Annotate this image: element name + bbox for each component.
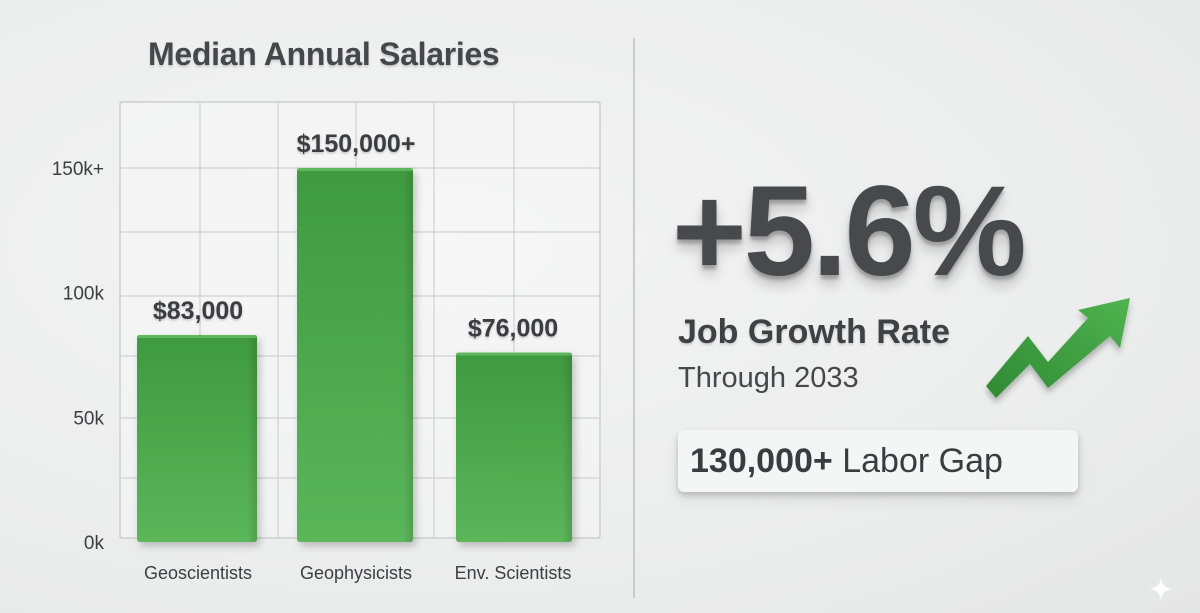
x-category-label: Geoscientists (144, 563, 252, 583)
bar-data-label: $76,000 (468, 315, 558, 343)
section-divider (633, 38, 635, 598)
labor-gap-badge: 130,000+ Labor Gap (678, 430, 1078, 492)
sparkle-icon (1149, 577, 1173, 601)
growth-rate-value: +5.6% (672, 160, 1027, 303)
labor-gap-text: Labor Gap (842, 441, 1003, 480)
growth-rate-period: Through 2033 (678, 362, 859, 394)
y-tick-label: 0k (84, 533, 105, 554)
x-category-label: Geophysicists (300, 563, 412, 583)
labor-gap-number: 130,000+ (690, 441, 833, 480)
growth-rate-label: Job Growth Rate (678, 313, 951, 351)
bar-side-shade (562, 352, 572, 542)
bar (137, 335, 257, 542)
bar (456, 352, 572, 542)
bar-data-label: $150,000+ (297, 130, 416, 158)
trend-up-arrow-icon (986, 298, 1130, 398)
bar (297, 168, 413, 542)
bar-side-shade (403, 168, 413, 542)
y-tick-label: 100k (63, 284, 105, 305)
bar-top-highlight (137, 335, 257, 339)
y-tick-label: 50k (73, 408, 104, 429)
bar-top-highlight (456, 352, 572, 356)
bar-top-highlight (297, 168, 413, 171)
x-category-label: Env. Scientists (455, 563, 572, 583)
bar-side-shade (247, 335, 257, 542)
salary-bar-chart: 0k 50k 100k 150k+ $83,000 Geoscientists $150,0… (52, 101, 601, 583)
chart-title: Median Annual Salaries (148, 36, 500, 72)
bar-data-label: $83,000 (153, 297, 243, 325)
y-tick-label: 150k+ (52, 159, 104, 180)
